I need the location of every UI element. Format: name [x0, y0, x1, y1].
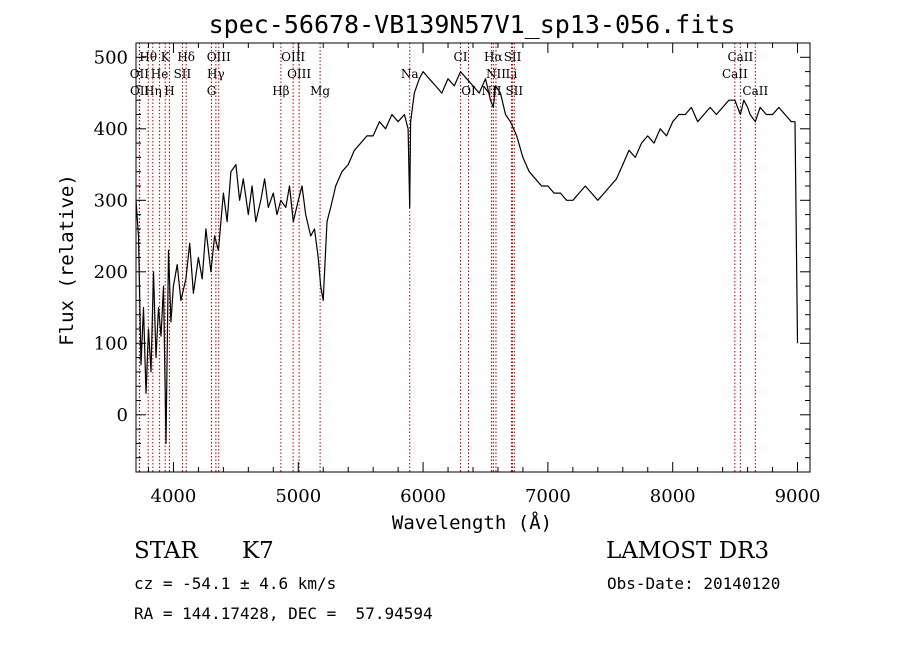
spectrum-series-line	[135, 70, 799, 444]
x-tick-label-7000: 7000	[525, 486, 571, 507]
x-tick-label-9000: 9000	[775, 486, 821, 507]
line-label-10: He	[151, 67, 169, 81]
line-label-25: NII	[481, 84, 501, 98]
line-label-23: Mg	[310, 84, 330, 98]
line-label-9: OII	[130, 67, 150, 81]
object-class: STAR	[134, 538, 198, 564]
coordinates: RA = 144.17428, DEC = 57.94594	[134, 604, 433, 623]
obs-date: Obs-Date: 20140120	[607, 574, 781, 593]
y-tick-label-300: 300	[94, 190, 128, 211]
y-tick-label-200: 200	[94, 262, 128, 283]
line-label-5: CI	[454, 50, 468, 64]
plot-frame	[135, 42, 811, 473]
line-label-21: G	[207, 84, 217, 98]
survey-name: LAMOST DR3	[606, 538, 770, 564]
x-axis-label: Wavelength (Å)	[392, 511, 552, 534]
line-label-8: CaII	[727, 50, 753, 64]
subclass: K7	[242, 538, 274, 564]
line-label-6: Hα	[484, 50, 503, 64]
line-label-13: OIII	[287, 67, 311, 81]
line-label-22: Hβ	[272, 84, 289, 98]
line-label-18: OII	[130, 84, 150, 98]
ticks-layer: 4000 5000 6000 7000 8000 9000 0 100 200 300 400 500	[94, 42, 821, 507]
chart-title: spec-56678-VB139N57V1_sp13-056.fits	[209, 10, 736, 39]
line-label-11: SII	[174, 67, 192, 81]
y-tick-label-400: 400	[94, 119, 128, 140]
y-tick-label-0: 0	[117, 405, 128, 426]
y-tick-label-500: 500	[94, 47, 128, 68]
line-label-2: Hδ	[177, 50, 195, 64]
y-axis-label: Flux (relative)	[56, 174, 78, 346]
series-layer	[135, 70, 799, 444]
line-label-14: Na	[401, 67, 419, 81]
line-label-15: NII	[486, 67, 506, 81]
line-label-16: Li	[506, 67, 518, 81]
line-label-17: CaII	[722, 67, 748, 81]
line-label-7: SII	[504, 50, 522, 64]
x-tick-label-8000: 8000	[650, 486, 696, 507]
y-tick-label-100: 100	[94, 333, 128, 354]
line-label-20: H	[164, 84, 174, 98]
line-label-24: OI	[461, 84, 476, 98]
line-marks-layer	[138, 43, 756, 472]
line-label-4: OIII	[281, 50, 305, 64]
line-label-26: SII	[505, 84, 523, 98]
line-label-27: CaII	[742, 84, 768, 98]
x-tick-label-6000: 6000	[400, 486, 446, 507]
line-label-1: K	[161, 50, 171, 64]
line-label-3: OIII	[207, 50, 231, 64]
line-label-12: Hγ	[207, 67, 225, 81]
x-tick-label-5000: 5000	[275, 486, 321, 507]
line-label-0: Hθ	[139, 50, 157, 64]
x-tick-label-4000: 4000	[151, 486, 197, 507]
line-label-19: Hη	[144, 84, 162, 98]
cz-readout: cz = -54.1 ± 4.6 km/s	[134, 574, 337, 593]
